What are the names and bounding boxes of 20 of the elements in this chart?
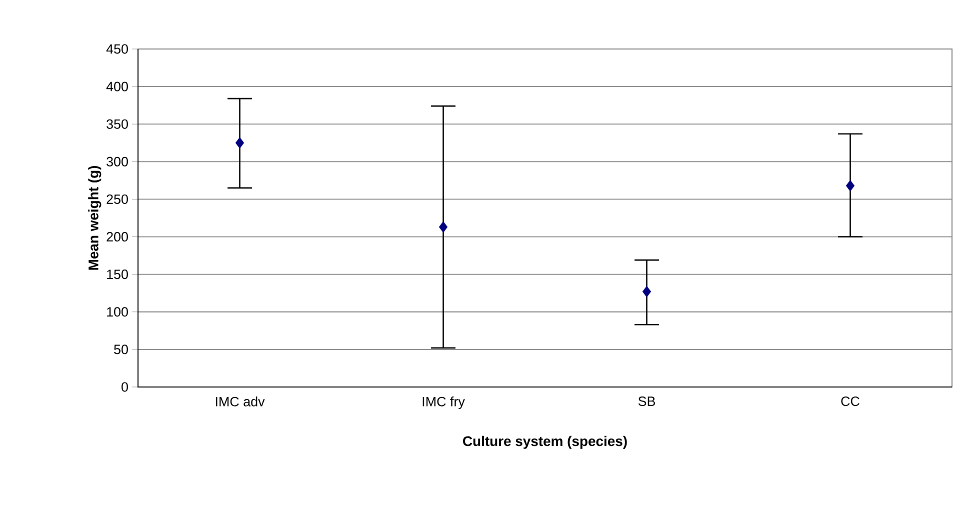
- y-tick-label: 350: [106, 119, 128, 129]
- y-tick-label: 250: [106, 194, 128, 204]
- y-axis-title: Mean weight (g): [88, 166, 102, 270]
- point: [846, 180, 855, 192]
- x-tick-label: IMC fry: [422, 396, 465, 410]
- y-tick-label: 300: [106, 156, 128, 166]
- x-tick-label: IMC adv: [216, 396, 265, 406]
- y-tick-label: 200: [106, 232, 128, 242]
- y-tick-label: 400: [106, 82, 128, 92]
- point: [438, 221, 448, 233]
- x-tick-label: CC: [841, 396, 860, 406]
- y-tick-label: 0: [122, 382, 128, 392]
- y-tick-label: 450: [106, 44, 128, 54]
- y-tick-label: 100: [107, 307, 128, 317]
- x-axis-title: Culture system (species): [463, 436, 627, 449]
- point: [642, 286, 652, 298]
- x-tick-label: SB: [638, 396, 656, 406]
- point: [235, 137, 244, 149]
- y-tick-label: 50: [114, 344, 128, 354]
- y-tick-label: 150: [107, 270, 128, 280]
